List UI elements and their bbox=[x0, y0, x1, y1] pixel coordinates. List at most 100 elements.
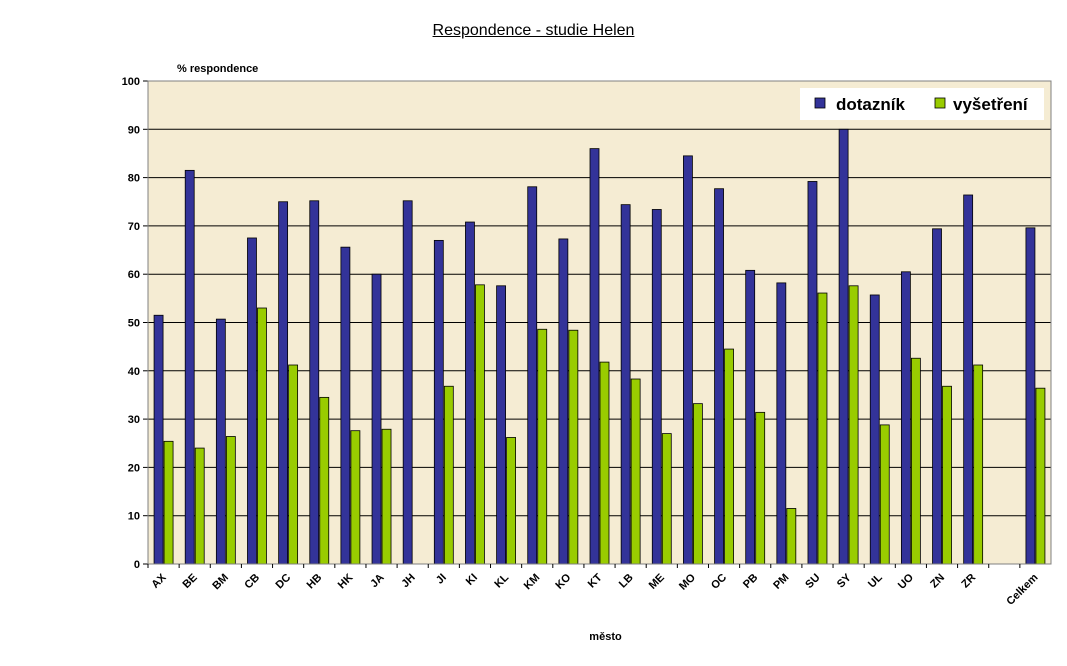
bar bbox=[1025, 227, 1036, 565]
y-tick-label: 80 bbox=[128, 173, 140, 185]
bar bbox=[963, 194, 974, 565]
bar bbox=[371, 273, 382, 565]
bar bbox=[340, 246, 351, 565]
bar bbox=[402, 200, 413, 565]
x-tick-label: ZR bbox=[959, 572, 978, 591]
y-tick-label: 20 bbox=[128, 462, 140, 474]
bar bbox=[506, 437, 516, 565]
x-tick-label: LB bbox=[617, 572, 636, 591]
bar bbox=[745, 269, 756, 565]
y-axis-label: % respondence bbox=[177, 63, 258, 75]
bar bbox=[247, 237, 257, 565]
bar bbox=[496, 285, 506, 565]
y-tick-label: 10 bbox=[128, 511, 140, 523]
bar bbox=[651, 209, 662, 565]
x-tick-label: BE bbox=[181, 572, 200, 591]
y-tick-label: 100 bbox=[122, 76, 140, 88]
bar bbox=[278, 201, 289, 565]
x-tick-label: JA bbox=[368, 572, 386, 590]
legend-swatch-vysetreni bbox=[934, 97, 946, 109]
x-tick-label: ZN bbox=[928, 572, 947, 591]
y-tick-labels: 0 10 20 30 40 50 60 70 80 90 100 bbox=[122, 76, 140, 571]
bar bbox=[475, 284, 485, 565]
bar bbox=[537, 328, 548, 565]
bar bbox=[225, 436, 236, 565]
bar bbox=[257, 307, 267, 565]
bar bbox=[599, 361, 610, 565]
bar bbox=[807, 181, 818, 565]
x-tick-label: OC bbox=[709, 572, 729, 592]
y-tick-label: 30 bbox=[128, 414, 140, 426]
bar bbox=[589, 148, 600, 565]
x-tick-label: JH bbox=[399, 572, 417, 590]
legend-box bbox=[800, 88, 1044, 120]
bar bbox=[558, 238, 569, 565]
bar bbox=[163, 440, 174, 565]
x-tick-label: SY bbox=[835, 571, 854, 590]
x-tick-label: SU bbox=[803, 572, 822, 591]
x-tick-label: ME bbox=[647, 572, 667, 592]
bar bbox=[848, 285, 859, 565]
bar bbox=[724, 348, 734, 565]
bar bbox=[381, 428, 392, 565]
bar bbox=[942, 385, 952, 565]
axes bbox=[147, 80, 1052, 568]
y-tick-label: 90 bbox=[128, 124, 140, 136]
bar bbox=[776, 282, 787, 565]
bar bbox=[973, 364, 984, 565]
bar bbox=[817, 292, 828, 565]
x-tick-label: KI bbox=[464, 572, 480, 588]
x-tick-labels: AX BE BM CB DC HB HK JA JH JI KI KL KM KO KT LB ME MO OC PB… bbox=[149, 571, 1040, 608]
bar bbox=[1035, 387, 1046, 565]
y-tick-label: 60 bbox=[128, 269, 140, 281]
bar bbox=[786, 508, 797, 565]
x-tick-label: KM bbox=[522, 572, 543, 593]
bar bbox=[869, 294, 880, 565]
x-tick-label: KT bbox=[586, 571, 605, 590]
x-tick-label: DC bbox=[274, 572, 294, 592]
bar bbox=[661, 433, 672, 565]
bar bbox=[755, 411, 766, 565]
bar bbox=[288, 364, 299, 565]
bar bbox=[714, 188, 724, 565]
bars bbox=[153, 128, 1046, 565]
bar bbox=[620, 204, 631, 565]
x-axis-label: město bbox=[589, 631, 622, 643]
x-tick-label: KO bbox=[553, 571, 573, 591]
x-tick-label: HK bbox=[336, 572, 356, 592]
x-tick-label: UO bbox=[896, 571, 916, 591]
x-tick-label: CB bbox=[242, 572, 262, 592]
bar bbox=[879, 424, 890, 565]
y-tick-label: 0 bbox=[134, 559, 140, 571]
y-tick-label: 50 bbox=[128, 318, 140, 330]
bar bbox=[194, 447, 205, 565]
bar bbox=[568, 329, 579, 565]
bar bbox=[693, 403, 703, 565]
bar bbox=[443, 385, 454, 565]
bar bbox=[527, 186, 538, 565]
bar bbox=[838, 128, 849, 565]
bar bbox=[465, 221, 475, 565]
bar bbox=[309, 200, 320, 565]
bar bbox=[184, 169, 195, 565]
legend-swatch-dotaznik bbox=[814, 97, 826, 109]
x-tick-label: Celkem bbox=[1004, 571, 1040, 607]
legend-label-dotaznik: dotazník bbox=[836, 95, 905, 114]
x-tick-label: KL bbox=[492, 571, 511, 590]
legend-label-vysetreni: vyšetření bbox=[953, 95, 1029, 114]
x-tick-label: HB bbox=[305, 572, 325, 592]
x-tick-label: BM bbox=[210, 572, 231, 593]
bar bbox=[630, 378, 641, 565]
chart-title: Respondence - studie Helen bbox=[432, 22, 635, 39]
bar bbox=[932, 228, 942, 565]
y-tick-label: 70 bbox=[128, 221, 140, 233]
y-tick-label: 40 bbox=[128, 366, 140, 378]
x-tick-label: PB bbox=[741, 572, 760, 591]
x-tick-label: PM bbox=[771, 572, 791, 592]
x-tick-label: UL bbox=[866, 571, 885, 590]
bar bbox=[215, 318, 226, 565]
bar bbox=[433, 239, 444, 565]
bar bbox=[153, 314, 164, 565]
bar bbox=[683, 155, 693, 565]
